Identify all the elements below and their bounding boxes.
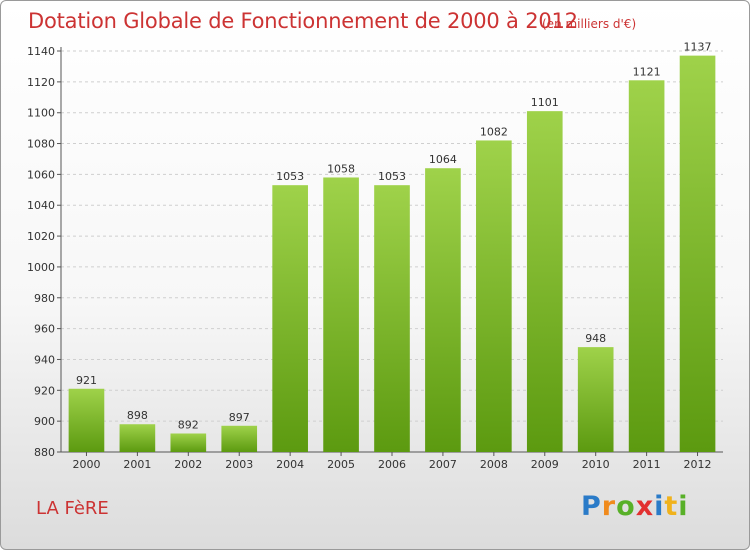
value-label-2000: 921 <box>76 374 97 387</box>
logo-letter: x <box>635 491 655 522</box>
x-tick-label: 2003 <box>225 458 253 471</box>
x-tick-label: 2008 <box>480 458 508 471</box>
y-tick-label: 960 <box>34 323 55 336</box>
chart-unit: (en milliers d'€) <box>542 17 637 31</box>
value-label-2007: 1064 <box>429 153 457 166</box>
y-tick-label: 1060 <box>27 168 55 181</box>
x-tick-label: 2000 <box>72 458 100 471</box>
value-label-2003: 897 <box>229 411 250 424</box>
x-tick-label: 2007 <box>429 458 457 471</box>
x-tick-labels: 2000 2001 2002 2003 2004 2005 2006 2007 2008 2009… <box>72 458 711 471</box>
value-label-2004: 1053 <box>276 170 304 183</box>
value-label-2006: 1053 <box>378 170 406 183</box>
y-tick-label: 980 <box>34 292 55 305</box>
bar-2004 <box>272 185 308 452</box>
y-tick-label: 1120 <box>27 76 55 89</box>
value-label-2005: 1058 <box>327 162 355 175</box>
value-label-2011: 1121 <box>633 65 661 78</box>
chart-title: Dotation Globale de Fonctionnement de 20… <box>28 9 578 33</box>
y-tick-label: 940 <box>34 353 55 366</box>
bar-2009 <box>526 111 563 453</box>
value-label-2010: 948 <box>585 332 606 345</box>
y-tick-label: 1020 <box>27 230 55 243</box>
logo-letter: t <box>664 491 679 522</box>
value-label-2009: 1101 <box>531 96 559 109</box>
logo-letter: i <box>654 491 665 522</box>
y-tick-labels: 880 900 920 940 960 980 1000 1020 1040 1060 1080 11… <box>27 45 55 459</box>
y-tick-label: 900 <box>34 415 55 428</box>
bar-2010 <box>577 347 614 452</box>
x-tick-label: 2011 <box>633 458 661 471</box>
x-tick-label: 2006 <box>378 458 406 471</box>
value-label-2002: 892 <box>178 418 199 431</box>
bar-2012 <box>679 55 716 452</box>
bar-2008 <box>476 140 512 452</box>
value-label-2001: 898 <box>127 409 148 422</box>
value-label-2012: 1137 <box>684 41 712 54</box>
x-tick-label: 2010 <box>582 458 610 471</box>
logo-letter: P <box>581 491 602 522</box>
bar-2007 <box>425 168 461 452</box>
y-tick-label: 1080 <box>27 138 55 151</box>
x-tick-label: 2004 <box>276 458 304 471</box>
bar-2001 <box>119 424 156 452</box>
y-tick-label: 920 <box>34 384 55 397</box>
value-label-2008: 1082 <box>480 125 508 138</box>
y-tick-label: 1000 <box>27 261 55 274</box>
y-tick-label: 880 <box>34 446 55 459</box>
bar-2005 <box>323 177 359 452</box>
bar-2006 <box>374 185 410 452</box>
proxiti-logo[interactable]: Proxiti <box>581 491 689 522</box>
x-tick-label: 2001 <box>123 458 151 471</box>
bars <box>68 55 716 453</box>
bar-2002 <box>170 433 207 452</box>
commune-name: LA FèRE <box>36 498 109 519</box>
bar-2003 <box>221 425 258 452</box>
x-tick-label: 2005 <box>327 458 355 471</box>
y-tick-label: 1100 <box>27 107 55 120</box>
y-tick-label: 1040 <box>27 199 55 212</box>
logo-letter: o <box>616 491 636 522</box>
value-labels: 921 898 892 897 1053 1058 1053 1064 1082 1101 948 1… <box>76 41 712 432</box>
logo-letter: r <box>601 491 617 522</box>
x-tick-label: 2002 <box>174 458 202 471</box>
x-tick-label: 2009 <box>531 458 559 471</box>
y-tick-label: 1140 <box>27 45 55 58</box>
logo-letter: i <box>678 491 689 522</box>
bar-2011 <box>628 80 665 453</box>
x-tick-label: 2012 <box>684 458 712 471</box>
bar-2000 <box>68 388 105 452</box>
